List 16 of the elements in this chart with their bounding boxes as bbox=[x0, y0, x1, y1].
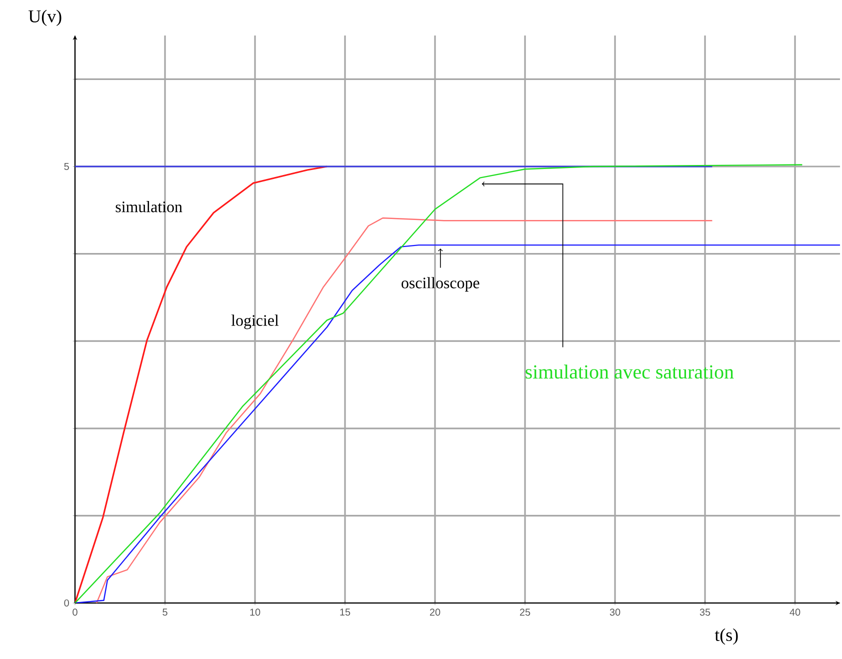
x-tick-label: 25 bbox=[520, 608, 530, 616]
x-tick-label: 40 bbox=[790, 608, 800, 616]
x-tick-label: 15 bbox=[340, 608, 350, 616]
x-tick-label: 10 bbox=[250, 608, 260, 616]
series-label: simulation bbox=[116, 201, 182, 212]
line-series bbox=[75, 164, 803, 603]
x-tick-label: 30 bbox=[610, 608, 620, 616]
x-tick-label: 20 bbox=[430, 608, 440, 616]
series-label: oscilloscope bbox=[402, 277, 480, 292]
x-tick-label: 0 bbox=[72, 608, 78, 616]
x-axis-title: t(s) bbox=[714, 628, 738, 645]
x-tick-label: 35 bbox=[700, 608, 710, 616]
text: simulation avec saturation bbox=[526, 364, 734, 379]
y-axis-title: U(v) bbox=[28, 10, 62, 26]
x-tick-label: 5 bbox=[162, 608, 168, 616]
series-label: logiciel bbox=[231, 314, 279, 330]
